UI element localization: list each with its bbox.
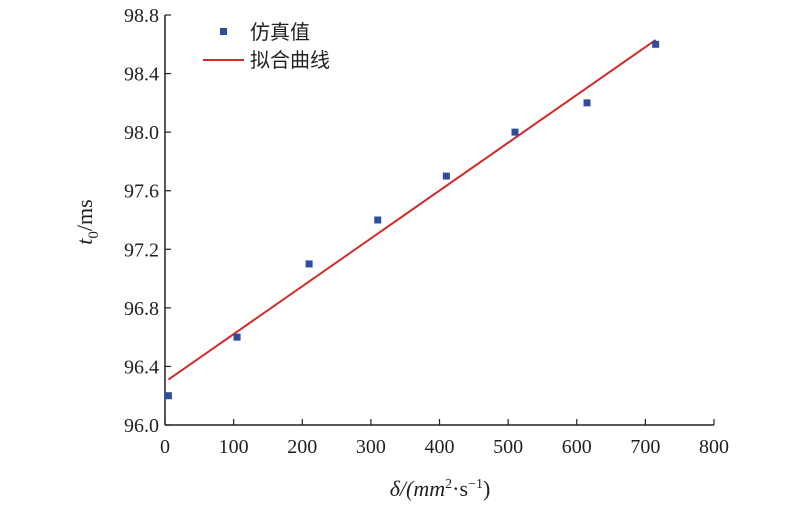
x-axis-label-sup1: 2 — [445, 477, 452, 492]
scatter-point — [583, 99, 591, 107]
scatter-point — [233, 333, 241, 341]
scatter-point — [164, 392, 172, 400]
x-tick-label: 600 — [562, 436, 592, 458]
x-tick-label: 700 — [630, 436, 660, 458]
y-tick-label: 96.0 — [124, 415, 159, 437]
y-ticks: 96.0 96.4 96.8 97.2 97.6 98.0 98.4 98.8 — [124, 5, 171, 437]
x-ticks: 0 100 200 300 400 500 600 700 800 — [160, 419, 729, 458]
y-axis-label-sub: 0 — [86, 231, 102, 239]
x-tick-label: 400 — [425, 436, 455, 458]
fit-line — [167, 39, 657, 381]
legend-label-fit: 拟合曲线 — [250, 48, 330, 72]
scatter-point — [305, 260, 313, 268]
scatter-point — [442, 172, 450, 180]
scatter-point — [652, 40, 660, 48]
legend-marker-simulated — [220, 28, 227, 35]
y-axis-label-unit: /ms — [72, 199, 97, 231]
x-tick-label: 800 — [699, 436, 729, 458]
y-tick-label: 98.0 — [124, 122, 159, 144]
x-axis-label-end: ) — [483, 476, 490, 501]
x-tick-label: 100 — [219, 436, 249, 458]
y-tick-label: 97.6 — [124, 181, 159, 203]
legend-label-simulated: 仿真值 — [250, 20, 310, 44]
x-axis-label-mid: ·s — [452, 476, 468, 501]
x-tick-label: 200 — [287, 436, 317, 458]
y-tick-label: 97.2 — [124, 239, 159, 261]
x-axis-label: δ/(mm2·s−1) — [390, 476, 491, 501]
x-axis-label-sup2: −1 — [468, 477, 483, 492]
scatter-point — [511, 128, 519, 136]
x-tick-label: 300 — [356, 436, 386, 458]
x-tick-label: 500 — [493, 436, 523, 458]
y-axis-label: t0/ms — [72, 199, 102, 244]
y-tick-label: 96.8 — [124, 298, 159, 320]
legend: 仿真值 拟合曲线 — [203, 20, 330, 72]
x-axis-label-main: δ/(mm — [390, 476, 445, 501]
plot-area — [164, 39, 660, 400]
y-axis-label-main: t — [72, 238, 97, 245]
x-tick-label: 0 — [160, 436, 170, 458]
axes — [164, 15, 714, 426]
y-tick-label: 98.4 — [124, 64, 159, 86]
y-tick-label: 96.4 — [124, 356, 159, 378]
y-tick-label: 98.8 — [124, 5, 159, 27]
scatter-point — [374, 216, 382, 224]
